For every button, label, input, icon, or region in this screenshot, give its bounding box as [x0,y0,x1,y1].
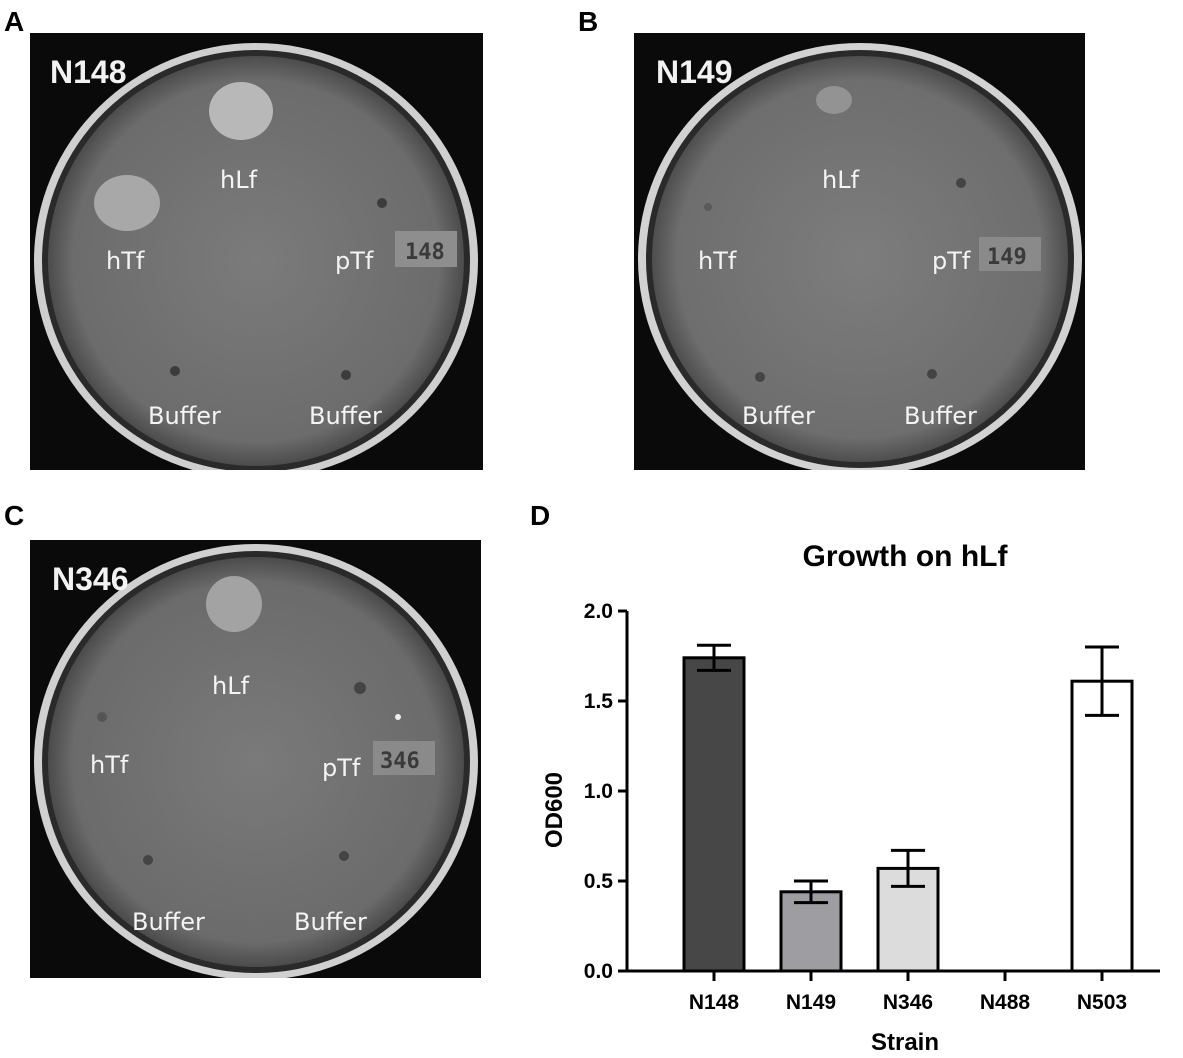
panel-letter-d: D [530,500,551,531]
spot-label-htf: hTf [698,247,737,275]
plate-tag-text: 148 [405,240,445,265]
y-axis: 0.0 0.5 1.0 1.5 2.0 [584,600,629,983]
spot-label-buffer-1: Buffer [132,908,205,936]
agar-surface [48,56,464,466]
strain-label: N149 [656,54,733,90]
x-tick-label: N488 [980,991,1031,1014]
y-tick-label: 0.0 [584,960,613,983]
bar-n148 [682,656,746,973]
spot-label-htf: hTf [90,751,129,779]
x-axis: N148 N149 N346 N488 N503 [627,969,1160,1014]
x-tick-label: N346 [883,991,933,1014]
bars [682,643,1134,973]
spot-label-buffer-2: Buffer [294,908,367,936]
spot-label-hlf: hLf [822,166,860,194]
panel-letter-b: B [578,6,599,37]
spot-label-buffer-1: Buffer [742,402,815,430]
panel-letter-c: C [4,500,25,531]
spot-label-hlf: hLf [220,166,258,194]
spot-label-htf: hTf [106,247,145,275]
growth-spot-htf [94,175,160,231]
spot-label-buffer-2: Buffer [904,402,977,430]
agar-surface [652,56,1068,462]
growth-bar-chart: Growth on hLf 0.0 0.5 1.0 1.5 2.0 N148 N149 N3… [541,540,1160,1056]
plate-tag-text: 149 [987,245,1027,270]
plate-tag [395,231,457,267]
plate-photo-n148: 148 N148 hLf hTf pTf Buffer Buffer [30,33,483,470]
strain-label: N346 [52,561,129,597]
y-tick-label: 0.5 [584,870,614,893]
plate-tag [373,741,435,775]
plate-photo-n149: 149 N149 hLf hTf pTf Buffer Buffer [634,33,1085,470]
spot-label-hlf: hLf [212,672,250,700]
y-tick-label: 1.0 [584,780,613,803]
growth-spot-hlf [206,576,262,632]
plate-tag-text: 346 [380,749,420,774]
x-tick-label: N148 [689,991,740,1014]
growth-spot-hlf [209,82,273,140]
x-tick-label: N149 [786,991,836,1014]
plate-photo-n346: 346 N346 hLf hTf pTf Buffer Buffer [30,540,481,978]
plate-tag [979,237,1041,271]
spot-label-buffer-1: Buffer [148,402,221,430]
spot-label-ptf: pTf [932,247,971,275]
x-tick-label: N503 [1077,991,1127,1014]
agar-surface [48,557,464,967]
y-tick-label: 1.5 [584,690,614,713]
y-axis-title: OD600 [541,772,568,848]
chart-title: Growth on hLf [803,540,1009,573]
x-axis-title: Strain [871,1029,939,1056]
spot-label-ptf: pTf [335,247,374,275]
y-tick-label: 2.0 [584,600,613,623]
strain-label: N148 [50,54,127,90]
spot-label-ptf: pTf [322,754,361,782]
spot-label-buffer-2: Buffer [309,402,382,430]
growth-spot-hlf [816,86,852,114]
bar-n503 [1070,679,1134,973]
panel-letter-a: A [4,6,25,37]
